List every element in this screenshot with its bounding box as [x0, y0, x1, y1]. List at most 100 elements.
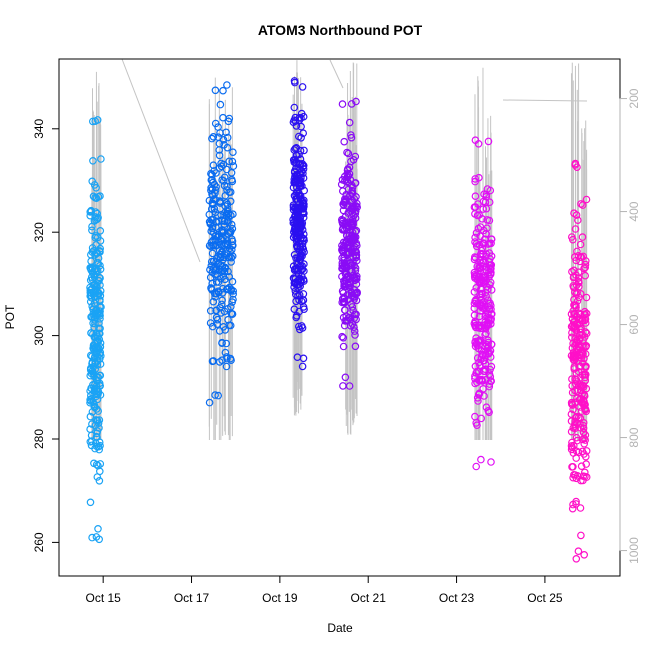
- data-point: [351, 152, 360, 161]
- data-point: [340, 306, 349, 314]
- data-point: [571, 398, 580, 407]
- data-point: [482, 403, 491, 412]
- data-point: [342, 231, 351, 240]
- data-point: [472, 419, 481, 427]
- data-point: [208, 279, 217, 288]
- data-point: [224, 304, 232, 313]
- data-point: [90, 299, 99, 308]
- y-tick-label: 340: [32, 118, 46, 138]
- data-point: [291, 212, 300, 220]
- data-point: [208, 224, 217, 233]
- data-point: [86, 297, 95, 306]
- data-point: [569, 405, 577, 414]
- data-point: [572, 419, 581, 428]
- data-point: [96, 227, 105, 235]
- data-point: [210, 241, 218, 249]
- data-point: [345, 382, 354, 390]
- data-point: [474, 224, 483, 233]
- data-point: [219, 86, 227, 95]
- data-point: [86, 286, 95, 295]
- data-point: [345, 163, 354, 172]
- data-point: [345, 191, 354, 200]
- data-point: [91, 359, 100, 368]
- data-point: [572, 256, 581, 265]
- data-point: [298, 208, 307, 217]
- data-point: [338, 332, 346, 341]
- data-point: [581, 404, 589, 413]
- data-point: [94, 387, 102, 395]
- data-point: [345, 259, 354, 268]
- data-point: [351, 266, 360, 275]
- data-point: [226, 188, 235, 196]
- data-point: [580, 397, 588, 406]
- data-point: [88, 533, 96, 542]
- data-point: [579, 428, 588, 437]
- data-point: [352, 97, 360, 106]
- data-points: [86, 77, 591, 563]
- data-point: [296, 243, 304, 251]
- data-point: [486, 265, 495, 274]
- data-point: [90, 333, 99, 342]
- data-point: [352, 315, 360, 324]
- y-tick-label: 300: [32, 325, 46, 345]
- x-axis: Oct 15 Oct 17 Oct 19 Oct 21 Oct 23 Oct 25: [85, 575, 563, 605]
- data-point: [92, 344, 101, 353]
- right-tick-label: 800: [627, 427, 641, 447]
- right-tick-label: 1000: [627, 537, 641, 564]
- data-point: [95, 324, 103, 333]
- data-point: [339, 342, 348, 351]
- data-point: [484, 344, 492, 353]
- data-point: [579, 424, 588, 433]
- data-point: [581, 257, 590, 265]
- data-point: [347, 288, 356, 297]
- data-point: [338, 298, 347, 307]
- data-point: [482, 329, 490, 338]
- data-point: [88, 268, 97, 277]
- data-point: [351, 342, 360, 351]
- data-point: [486, 377, 495, 386]
- data-point: [226, 248, 235, 256]
- data-point: [572, 433, 581, 442]
- data-point: [573, 394, 581, 403]
- data-point: [91, 208, 100, 216]
- data-point: [470, 203, 479, 212]
- data-point: [484, 349, 493, 358]
- data-point: [471, 177, 479, 186]
- data-point: [218, 262, 227, 271]
- data-point: [578, 316, 586, 324]
- data-point: [292, 297, 300, 306]
- data-point: [577, 253, 586, 262]
- data-point: [210, 289, 219, 298]
- data-point: [352, 256, 361, 265]
- data-point: [483, 185, 492, 193]
- data-point: [577, 200, 585, 208]
- data-point: [577, 531, 585, 540]
- data-point: [476, 256, 484, 265]
- data-point: [206, 219, 215, 228]
- data-point: [482, 276, 491, 285]
- data-point: [582, 460, 591, 468]
- data-point: [87, 384, 96, 393]
- data-point: [576, 240, 585, 249]
- data-point: [573, 216, 582, 225]
- data-point: [214, 211, 222, 220]
- data-point: [344, 149, 353, 158]
- data-point: [582, 447, 591, 455]
- data-point: [226, 321, 235, 330]
- data-point: [344, 272, 353, 281]
- data-point: [207, 169, 215, 178]
- data-point: [212, 278, 221, 286]
- data-point: [211, 263, 220, 271]
- data-point: [569, 500, 577, 509]
- data-point: [292, 313, 301, 322]
- data-point: [338, 264, 346, 273]
- data-point: [222, 362, 231, 371]
- data-point: [95, 424, 103, 432]
- y-axis-label: POT: [3, 304, 17, 329]
- data-point: [572, 271, 580, 280]
- data-point: [470, 288, 479, 296]
- data-point: [94, 461, 102, 470]
- data-point: [93, 267, 102, 275]
- data-point: [471, 296, 480, 305]
- data-point: [218, 176, 226, 184]
